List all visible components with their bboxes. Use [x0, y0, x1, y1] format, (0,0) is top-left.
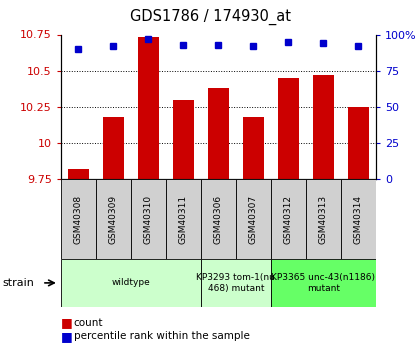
Text: percentile rank within the sample: percentile rank within the sample [74, 332, 249, 341]
Text: ■: ■ [61, 316, 73, 329]
Text: GSM40311: GSM40311 [179, 195, 188, 244]
Bar [306, 179, 341, 259]
Text: strain: strain [2, 278, 34, 288]
Text: GSM40306: GSM40306 [214, 195, 223, 244]
Bar [138, 37, 159, 179]
Bar [278, 78, 299, 179]
Bar [313, 75, 334, 179]
Text: wildtype: wildtype [112, 278, 150, 287]
Bar [68, 169, 89, 179]
Text: GSM40310: GSM40310 [144, 195, 153, 244]
Text: GSM40312: GSM40312 [284, 195, 293, 244]
Bar [348, 107, 369, 179]
Bar [201, 259, 271, 307]
Bar [103, 117, 124, 179]
Text: count: count [74, 318, 103, 327]
Text: GSM40313: GSM40313 [319, 195, 328, 244]
Bar [61, 179, 96, 259]
Text: ■: ■ [61, 330, 73, 343]
Text: KP3365 unc-43(n1186)
mutant: KP3365 unc-43(n1186) mutant [271, 273, 375, 293]
Bar [341, 179, 376, 259]
Bar [61, 259, 201, 307]
Bar [208, 88, 229, 179]
Text: GSM40308: GSM40308 [74, 195, 83, 244]
Bar [201, 179, 236, 259]
Bar [243, 117, 264, 179]
Text: GSM40307: GSM40307 [249, 195, 258, 244]
Bar [131, 179, 166, 259]
Bar [96, 179, 131, 259]
Text: GSM40309: GSM40309 [109, 195, 118, 244]
Text: GDS1786 / 174930_at: GDS1786 / 174930_at [129, 9, 291, 25]
Bar [173, 100, 194, 179]
Bar [271, 259, 376, 307]
Text: GSM40314: GSM40314 [354, 195, 363, 244]
Bar [166, 179, 201, 259]
Bar [271, 179, 306, 259]
Bar [236, 179, 271, 259]
Text: KP3293 tom-1(nu
468) mutant: KP3293 tom-1(nu 468) mutant [197, 273, 276, 293]
